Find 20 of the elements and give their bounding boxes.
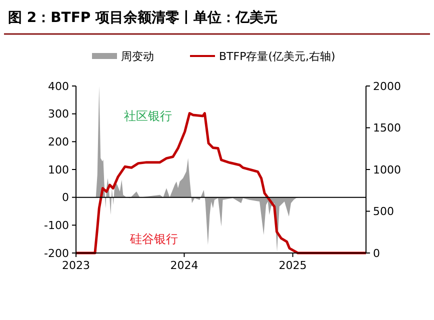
- y2-tick-label: 500: [373, 205, 394, 218]
- x-tick-label: 2025: [278, 259, 307, 272]
- y-tick-label: 300: [48, 108, 69, 121]
- y-tick-label: -100: [44, 219, 69, 232]
- annotation: 硅谷银行: [129, 232, 178, 246]
- y2-tick-label: 0: [373, 246, 380, 260]
- x-tick-label: 2023: [62, 259, 90, 272]
- y2-tick-label: 2000: [373, 80, 401, 93]
- x-tick-label: 2024: [170, 259, 198, 272]
- y-tick-label: 200: [48, 136, 69, 149]
- y-tick-label: 0: [62, 191, 69, 204]
- y2-tick-label: 1000: [373, 163, 401, 176]
- legend-label: BTFP存量(亿美元,右轴): [219, 50, 336, 63]
- annotation: 社区银行: [124, 109, 172, 123]
- y-tick-label: -200: [44, 246, 69, 260]
- y-tick-label: 400: [48, 80, 69, 93]
- legend-label: 周变动: [121, 50, 154, 63]
- y2-tick-label: 1500: [373, 122, 401, 135]
- chart-title: 图 2：BTFP 项目余额清零丨单位：亿美元: [8, 9, 278, 26]
- y-tick-label: 100: [48, 163, 69, 176]
